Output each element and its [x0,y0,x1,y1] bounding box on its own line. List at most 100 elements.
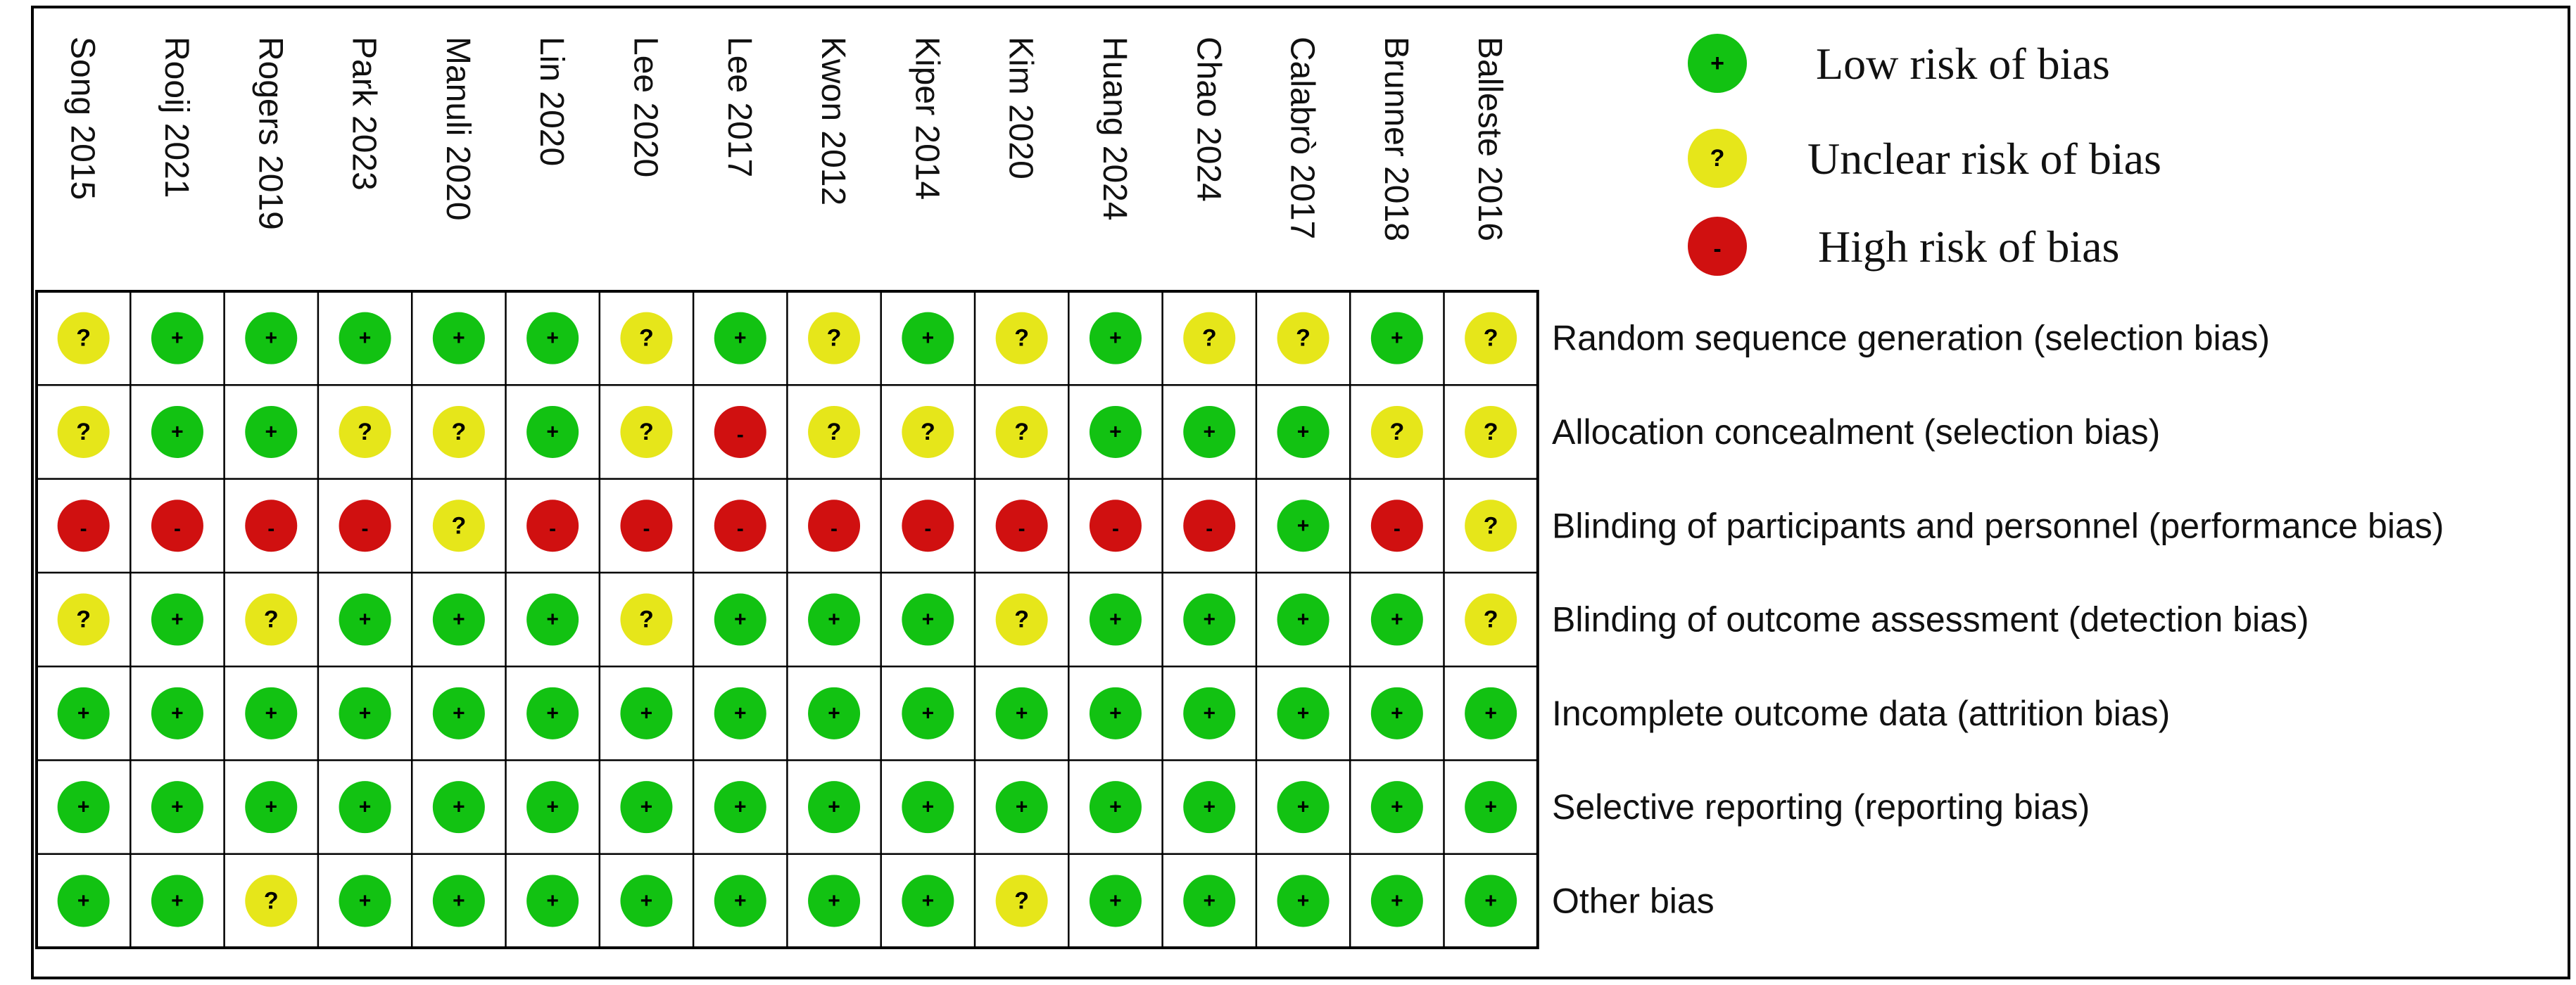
low-risk-circle [432,781,485,834]
low-risk-symbol: + [359,608,372,631]
low-risk-symbol: + [1203,796,1216,819]
low-risk-symbol: + [1016,701,1028,725]
low-risk-circle [1277,405,1330,458]
low-risk-symbol: + [640,889,653,913]
unclear-risk-symbol: ? [264,606,279,633]
low-risk-symbol: + [265,420,277,443]
unclear-risk-circle [620,405,673,458]
low-risk-circle [339,781,391,834]
low-risk-circle [808,781,861,834]
low-risk-circle [339,593,391,646]
domain-label: Selective reporting (reporting bias) [1552,787,2090,827]
high-risk-symbol: - [267,517,274,540]
low-risk-circle [432,875,485,927]
legend-label: Low risk of bias [1816,39,2110,89]
low-risk-circle [1089,593,1142,646]
low-risk-symbol: + [1391,796,1403,819]
low-risk-symbol: + [359,326,372,350]
high-risk-circle [808,500,861,552]
unclear-risk-circle [1465,593,1517,646]
low-risk-symbol: + [359,889,372,913]
study-label: Kwon 2012 [814,37,852,205]
high-risk-symbol: - [924,517,931,540]
unclear-risk-circle [245,875,298,927]
unclear-risk-symbol: ? [1014,887,1029,914]
low-risk-circle [151,875,203,927]
low-risk-circle [339,312,391,364]
low-risk-circle [1277,500,1330,552]
low-risk-circle [57,875,110,927]
judgement-grid: ? + + + + +? +? +? +?? +?? + +?? +? -??? + + +? ? - - - -? - - -… [35,290,1539,950]
low-risk-symbol: + [453,608,465,631]
unclear-risk-circle [339,405,391,458]
unclear-risk-circle [1370,405,1423,458]
domain-label: Blinding of outcome assessment (detectio… [1552,600,2309,640]
unclear-risk-circle [902,405,954,458]
low-risk-symbol: + [1297,420,1310,443]
low-risk-symbol: + [1016,796,1028,819]
domain-label: Allocation concealment (selection bias) [1552,412,2160,452]
high-risk-symbol: - [643,517,650,540]
low-risk-circle [1089,405,1142,458]
domain-label: Other bias [1552,881,1715,920]
high-risk-symbol: - [1394,517,1401,540]
low-risk-circle [1183,781,1236,834]
legend-item-unclear-risk: ? Unclear risk of bias [1688,129,2161,188]
high-risk-circle [151,500,203,552]
low-risk-circle [714,687,766,739]
unclear-risk-legend-circle [1688,129,1747,188]
high-risk-symbol: - [549,517,556,540]
low-risk-symbol: + [453,326,465,350]
high-risk-symbol: - [362,517,369,540]
unclear-risk-circle [808,405,861,458]
low-risk-symbol: + [1484,701,1497,725]
low-risk-circle [245,312,298,364]
low-risk-circle [902,875,954,927]
high-risk-symbol: - [737,423,744,446]
low-risk-circle [714,593,766,646]
low-risk-legend-circle [1688,34,1747,93]
low-risk-circle [902,781,954,834]
unclear-risk-symbol: ? [827,325,842,352]
high-risk-circle [1370,500,1423,552]
low-risk-circle [151,405,203,458]
unclear-risk-symbol: ? [639,606,654,633]
domain-label: Incomplete outcome data (attrition bias) [1552,694,2170,733]
unclear-risk-symbol: ? [1484,419,1498,445]
low-risk-circle [151,593,203,646]
low-risk-symbol: + [1484,889,1497,913]
low-risk-symbol: + [1391,701,1403,725]
low-risk-circle [1277,781,1330,834]
low-risk-circle [620,781,673,834]
low-risk-circle [714,781,766,834]
study-label: Huang 2024 [1096,37,1133,221]
low-risk-symbol: + [546,889,559,913]
unclear-risk-symbol: ? [921,419,935,445]
low-risk-symbol: + [546,701,559,725]
domain-label: Random sequence generation (selection bi… [1552,319,2270,358]
unclear-risk-circle [57,405,110,458]
low-risk-symbol: + [922,889,935,913]
legend-item-high-risk: - High risk of bias [1688,217,2119,276]
low-risk-circle [339,875,391,927]
low-risk-circle [1370,781,1423,834]
low-risk-symbol: + [171,420,184,443]
study-label: Lee 2020 [626,37,664,177]
unclear-risk-symbol: ? [1014,606,1029,633]
low-risk-symbol: + [171,889,184,913]
study-label: Kiper 2014 [908,37,945,200]
low-risk-circle [714,312,766,364]
unclear-risk-circle [432,405,485,458]
low-risk-symbol: + [1203,608,1216,631]
low-risk-symbol: + [546,420,559,443]
unclear-risk-symbol: ? [1296,325,1311,352]
low-risk-symbol: + [1109,420,1122,443]
low-risk-symbol: + [1391,889,1403,913]
low-risk-symbol: + [1297,514,1310,538]
high-risk-circle [620,500,673,552]
unclear-risk-circle [432,500,485,552]
low-risk-symbol: + [1109,608,1122,631]
low-risk-circle [1277,593,1330,646]
low-risk-circle [526,405,579,458]
